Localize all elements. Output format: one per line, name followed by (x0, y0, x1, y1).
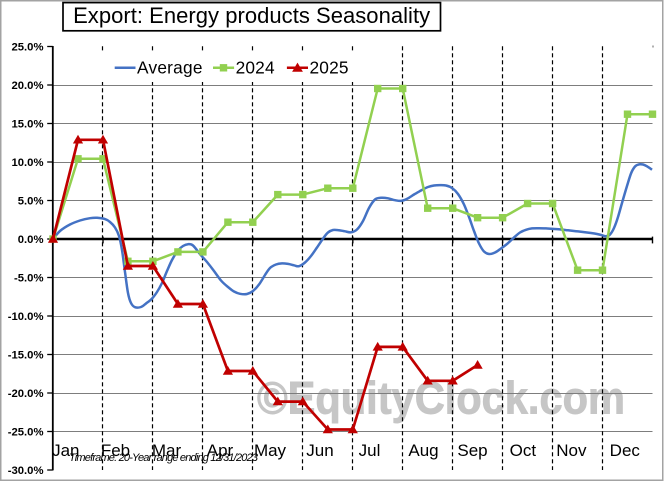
svg-text:Nov: Nov (556, 441, 587, 460)
svg-text:10.0%: 10.0% (11, 157, 43, 169)
svg-text:Average: Average (137, 57, 203, 77)
svg-text:May: May (254, 441, 287, 460)
svg-text:-25.0%: -25.0% (8, 427, 44, 439)
svg-text:Oct: Oct (510, 441, 537, 460)
svg-text:Export: Energy products Season: Export: Energy products Seasonality (73, 3, 430, 28)
svg-text:Jun: Jun (306, 441, 333, 460)
svg-text:-5.0%: -5.0% (14, 273, 44, 285)
svg-text:Jan: Jan (52, 441, 79, 460)
svg-text:Dec: Dec (610, 441, 641, 460)
svg-text:Timeframe: 20-Year range endin: Timeframe: 20-Year range ending 12/31/20… (69, 452, 259, 464)
svg-text:5.0%: 5.0% (18, 196, 44, 208)
svg-text:-20.0%: -20.0% (8, 388, 44, 400)
svg-text:Feb: Feb (101, 441, 130, 460)
svg-text:Sep: Sep (457, 441, 487, 460)
svg-text:Aug: Aug (408, 441, 438, 460)
svg-text:Mar: Mar (152, 441, 182, 460)
svg-text:25.0%: 25.0% (11, 42, 43, 54)
svg-text:15.0%: 15.0% (11, 119, 43, 131)
svg-text:-10.0%: -10.0% (8, 311, 44, 323)
svg-text:Jul: Jul (359, 441, 381, 460)
svg-text:Apr: Apr (207, 441, 234, 460)
svg-text:20.0%: 20.0% (11, 80, 43, 92)
svg-text:-30.0%: -30.0% (8, 465, 44, 477)
svg-text:2025: 2025 (310, 57, 349, 77)
svg-text:0.0%: 0.0% (18, 234, 44, 246)
svg-text:-15.0%: -15.0% (8, 350, 44, 362)
svg-text:2024: 2024 (236, 57, 275, 77)
